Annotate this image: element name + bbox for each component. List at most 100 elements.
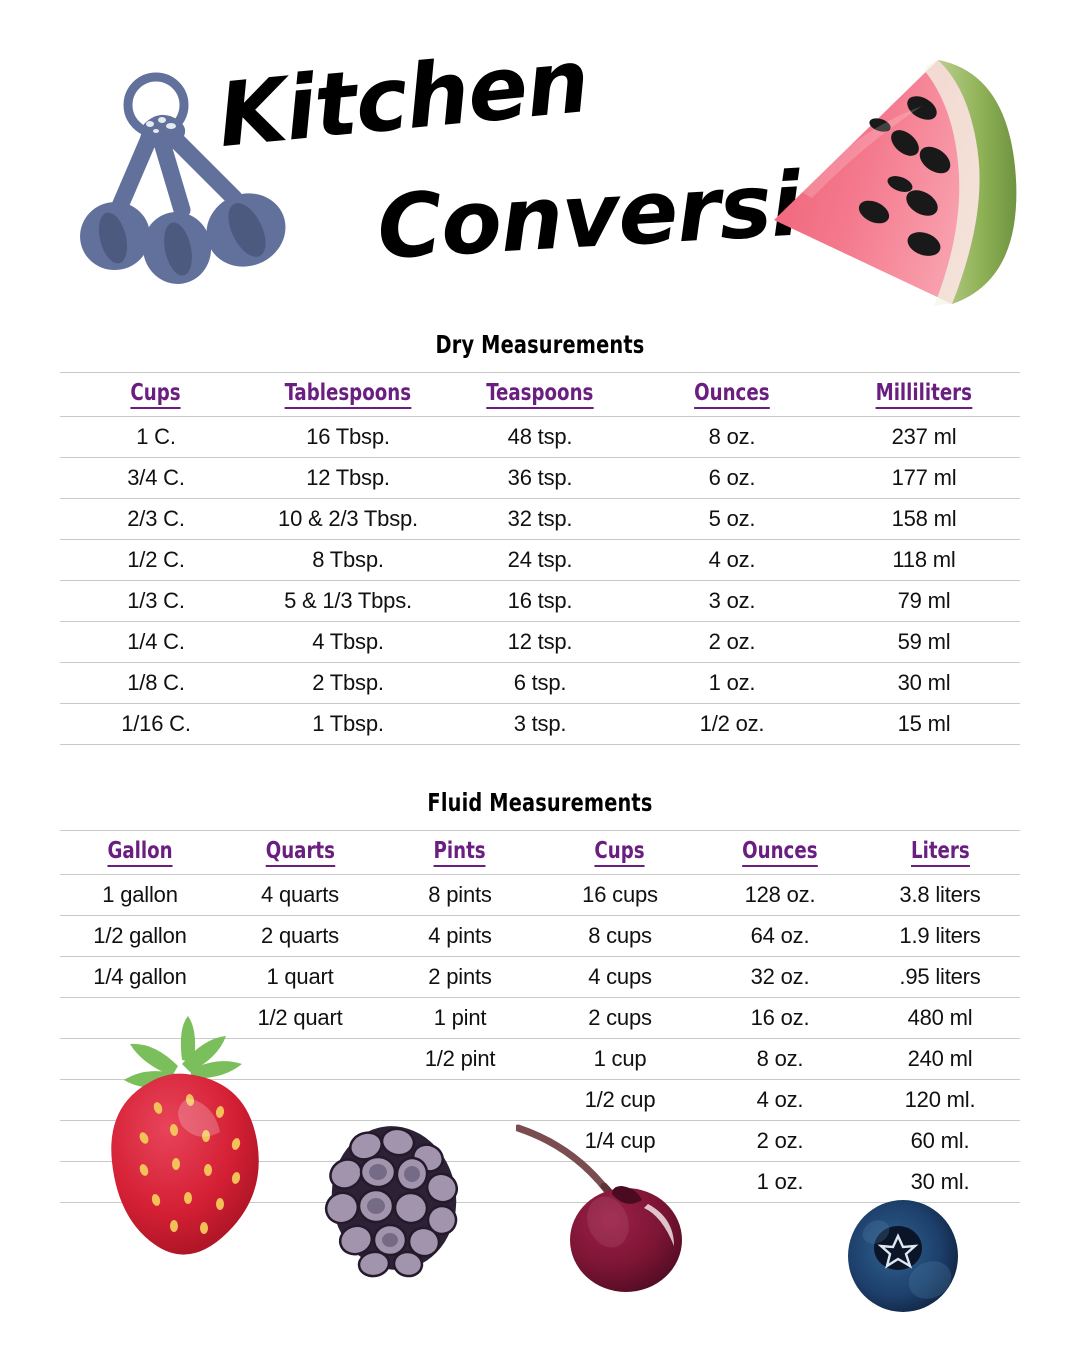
table-cell: 64 oz. (700, 915, 860, 957)
column-header-quarts: Quarts (220, 830, 380, 875)
table-header-row: Gallon Quarts Pints Cups Ounces Liters (60, 830, 1020, 875)
table-cell: 32 tsp. (444, 498, 636, 540)
table-cell: 3 tsp. (444, 703, 636, 745)
table-cell: 12 tsp. (444, 621, 636, 663)
table-cell: 6 oz. (636, 457, 828, 499)
dry-measurements-section: Dry Measurements Cups Tablespoons Teaspo… (60, 330, 1020, 745)
table-cell: 1/2 pint (380, 1038, 540, 1080)
table-cell: 5 & 1/3 Tbps. (252, 580, 444, 622)
table-cell: 5 oz. (636, 498, 828, 540)
table-cell: 8 cups (540, 915, 700, 957)
table-cell: 1/16 C. (60, 703, 252, 745)
table-cell: 3 oz. (636, 580, 828, 622)
watermelon-slice-icon (752, 48, 1032, 316)
table-cell: 1/2 gallon (60, 915, 220, 957)
table-cell: 1/8 C. (60, 662, 252, 704)
table-cell: 30 ml (828, 662, 1020, 704)
table-cell: 1 pint (380, 997, 540, 1039)
table-cell: 4 pints (380, 915, 540, 957)
table-cell (220, 1161, 380, 1203)
table-row: 1/3 C. 5 & 1/3 Tbps. 16 tsp. 3 oz. 79 ml (60, 580, 1020, 622)
table-cell: .95 liters (860, 956, 1020, 998)
table-cell: 16 oz. (700, 997, 860, 1039)
table-cell: 36 tsp. (444, 457, 636, 499)
table-cell (220, 1120, 380, 1162)
table-row: 1 C. 16 Tbsp. 48 tsp. 8 oz. 237 ml (60, 416, 1020, 458)
table-cell: 8 Tbsp. (252, 539, 444, 581)
column-header-tablespoons: Tablespoons (252, 372, 444, 417)
table-cell (220, 1079, 380, 1121)
table-row: 1 gallon 4 quarts 8 pints 16 cups 128 oz… (60, 874, 1020, 916)
table-row: 1/4 gallon 1 quart 2 pints 4 cups 32 oz.… (60, 956, 1020, 998)
fluid-section-title: Fluid Measurements (427, 788, 653, 817)
table-row: 1/8 C. 2 Tbsp. 6 tsp. 1 oz. 30 ml (60, 662, 1020, 704)
table-cell: 12 Tbsp. (252, 457, 444, 499)
table-cell (540, 1161, 700, 1203)
table-cell: 60 ml. (860, 1120, 1020, 1162)
table-cell (60, 1120, 220, 1162)
table-cell: 6 tsp. (444, 662, 636, 704)
column-header-label: Ounces (742, 838, 818, 867)
dry-section-title: Dry Measurements (435, 330, 645, 359)
table-cell: 8 pints (380, 874, 540, 916)
column-header-ounces: Ounces (636, 372, 828, 417)
table-cell (380, 1120, 540, 1162)
table-row: 1/2 gallon 2 quarts 4 pints 8 cups 64 oz… (60, 915, 1020, 957)
table-cell: 79 ml (828, 580, 1020, 622)
table-cell: 4 Tbsp. (252, 621, 444, 663)
table-cell: 1 oz. (636, 662, 828, 704)
page-title: Kitchen Conversions (205, 29, 975, 302)
title-line-kitchen: Kitchen (213, 28, 593, 167)
fluid-measurements-table: Gallon Quarts Pints Cups Ounces Liters 1… (60, 830, 1020, 1203)
table-cell (60, 1079, 220, 1121)
table-cell: 177 ml (828, 457, 1020, 499)
table-cell: 1 C. (60, 416, 252, 458)
table-cell: 1/4 gallon (60, 956, 220, 998)
table-cell (60, 1038, 220, 1080)
table-row: 1/4 cup 2 oz. 60 ml. (60, 1120, 1020, 1162)
table-cell: 4 cups (540, 956, 700, 998)
column-header-liters: Liters (860, 830, 1020, 875)
table-cell: 1 gallon (60, 874, 220, 916)
table-cell: 128 oz. (700, 874, 860, 916)
table-row: 2/3 C. 10 & 2/3 Tbsp. 32 tsp. 5 oz. 158 … (60, 498, 1020, 540)
table-cell: 48 tsp. (444, 416, 636, 458)
table-row: 1/16 C. 1 Tbsp. 3 tsp. 1/2 oz. 15 ml (60, 703, 1020, 745)
table-cell: 10 & 2/3 Tbsp. (252, 498, 444, 540)
table-cell (60, 1161, 220, 1203)
column-header-label: Quarts (265, 838, 335, 867)
table-cell (60, 997, 220, 1039)
table-cell: 2 pints (380, 956, 540, 998)
table-cell: 3.8 liters (860, 874, 1020, 916)
table-cell: 2 cups (540, 997, 700, 1039)
table-cell: 1 quart (220, 956, 380, 998)
column-header-teaspoons: Teaspoons (444, 372, 636, 417)
table-row: 1/2 quart 1 pint 2 cups 16 oz. 480 ml (60, 997, 1020, 1039)
table-cell: 1/3 C. (60, 580, 252, 622)
table-cell (380, 1161, 540, 1203)
measuring-spoons-icon (72, 58, 302, 303)
table-row: 1 oz. 30 ml. (60, 1161, 1020, 1203)
column-header-label: Gallon (107, 838, 173, 867)
table-cell: 30 ml. (860, 1161, 1020, 1203)
table-header-row: Cups Tablespoons Teaspoons Ounces Millil… (60, 372, 1020, 417)
table-cell: 237 ml (828, 416, 1020, 458)
table-cell: 2 oz. (700, 1120, 860, 1162)
column-header-label: Milliliters (875, 380, 973, 409)
table-cell: 480 ml (860, 997, 1020, 1039)
column-header-label: Liters (910, 838, 970, 867)
table-cell: 32 oz. (700, 956, 860, 998)
table-cell: 2 quarts (220, 915, 380, 957)
table-row: 1/2 cup 4 oz. 120 ml. (60, 1079, 1020, 1121)
table-row: 1/2 C. 8 Tbsp. 24 tsp. 4 oz. 118 ml (60, 539, 1020, 581)
table-cell: 1 Tbsp. (252, 703, 444, 745)
page-header: Kitchen Conversions (0, 0, 1080, 320)
table-row: 3/4 C. 12 Tbsp. 36 tsp. 6 oz. 177 ml (60, 457, 1020, 499)
table-cell: 16 Tbsp. (252, 416, 444, 458)
table-cell: 1/2 quart (220, 997, 380, 1039)
column-header-label: Ounces (694, 380, 770, 409)
table-cell: 8 oz. (636, 416, 828, 458)
table-cell: 59 ml (828, 621, 1020, 663)
column-header-cups: Cups (540, 830, 700, 875)
table-cell: 1 oz. (700, 1161, 860, 1203)
